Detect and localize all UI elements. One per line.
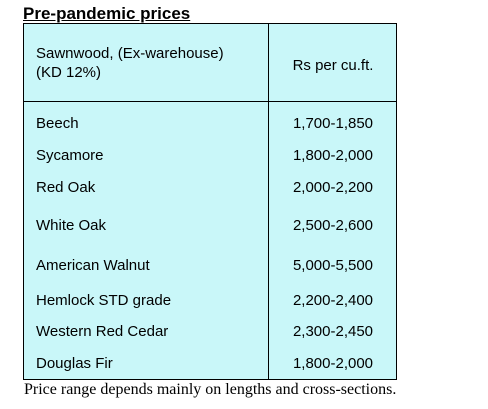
row-price: 2,000-2,200 [292, 179, 374, 196]
header-price: Rs per cu.ft. [292, 57, 374, 74]
row-price: 2,200-2,400 [292, 292, 374, 309]
row-name: Hemlock STD grade [36, 292, 172, 309]
row-name: Douglas Fir [36, 355, 113, 372]
header-divider [24, 101, 396, 102]
row-price: 1,800-2,000 [292, 147, 374, 164]
page-title: Pre-pandemic prices [23, 4, 191, 23]
header-sawnwood-line1: Sawnwood, (Ex-warehouse) [36, 45, 224, 62]
row-name: American Walnut [36, 257, 150, 274]
row-name: Sycamore [36, 147, 104, 164]
row-price: 1,700-1,850 [292, 115, 374, 132]
header-sawnwood-line2: (KD 12%) [36, 64, 102, 81]
column-divider [268, 24, 269, 379]
row-price: 5,000-5,500 [292, 257, 374, 274]
price-table: Sawnwood, (Ex-warehouse) (KD 12%) Rs per… [23, 23, 397, 380]
header-sawnwood: Sawnwood, (Ex-warehouse) (KD 12%) [36, 44, 264, 82]
row-price: 2,300-2,450 [292, 323, 374, 340]
footnote: Price range depends mainly on lengths an… [24, 381, 397, 398]
row-price: 1,800-2,000 [292, 355, 374, 372]
row-name: Beech [36, 115, 79, 132]
row-name: White Oak [36, 217, 107, 234]
row-name: Western Red Cedar [36, 323, 169, 340]
row-name: Red Oak [36, 179, 96, 196]
row-price: 2,500-2,600 [292, 217, 374, 234]
